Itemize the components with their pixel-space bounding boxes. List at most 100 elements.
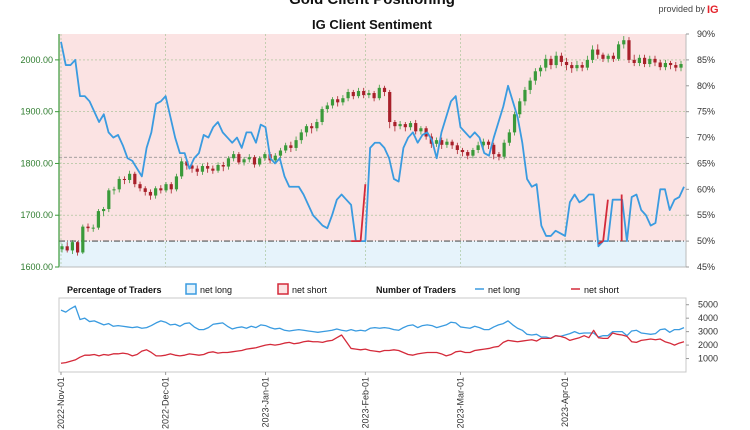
legend-pct-title: Percentage of Traders xyxy=(67,285,162,295)
main-axes: 1600.00 1700.00 1800.00 1900.00 2000.00 45% 50… xyxy=(20,29,715,272)
candle-body xyxy=(284,145,288,151)
candle-body xyxy=(414,123,418,132)
candle-body xyxy=(91,227,95,229)
candle-body xyxy=(549,58,553,66)
candle-body xyxy=(304,126,309,133)
candle-body xyxy=(398,124,402,127)
candle-body xyxy=(658,62,662,68)
candle-body xyxy=(336,99,340,103)
candle-body xyxy=(70,242,75,251)
right-tick-label: 50% xyxy=(697,236,715,246)
main-grid xyxy=(59,34,686,268)
candle-body xyxy=(450,141,454,146)
candle-body xyxy=(211,168,215,171)
chart-title: Gold Client Positioning xyxy=(289,0,455,8)
left-tick-label: 2000.00 xyxy=(20,55,53,65)
candle-body xyxy=(419,128,423,132)
candle-body xyxy=(320,109,324,123)
candle-body xyxy=(273,155,277,161)
candle-body xyxy=(138,184,142,189)
candle-body xyxy=(65,246,69,251)
candle-body xyxy=(190,165,194,169)
candle-body xyxy=(325,105,329,110)
right-tick-label: 70% xyxy=(697,133,715,143)
legend-pct-long-label: net long xyxy=(200,285,232,295)
traders-tick-label: 2000 xyxy=(698,340,718,350)
candle-body xyxy=(466,152,470,156)
candle-body xyxy=(559,55,563,62)
candle-body xyxy=(460,149,465,153)
candle-body xyxy=(476,145,480,150)
candle-body xyxy=(440,140,444,145)
right-tick-label: 55% xyxy=(697,210,715,220)
candle-body xyxy=(362,90,366,96)
x-tick-label: 2023-Jan-01 xyxy=(260,377,270,428)
legend-pct-short-swatch xyxy=(277,283,289,295)
candle-body xyxy=(616,44,621,59)
candle-body xyxy=(128,173,132,181)
candle-body xyxy=(76,242,80,253)
right-tick-label: 80% xyxy=(697,81,715,91)
candle-body xyxy=(601,54,605,59)
candle-body xyxy=(174,176,179,190)
candle-body xyxy=(81,226,85,253)
candle-body xyxy=(200,166,205,172)
candle-body xyxy=(518,101,522,115)
candle-body xyxy=(221,164,225,167)
candle-body xyxy=(642,57,647,65)
candle-body xyxy=(367,93,371,96)
candle-body xyxy=(372,93,376,99)
candle-body xyxy=(674,65,678,68)
candle-body xyxy=(538,67,543,72)
legend: Percentage of Traders net long net short… xyxy=(67,283,620,295)
candle-body xyxy=(242,159,246,163)
candle-body xyxy=(403,124,407,128)
candle-body xyxy=(86,226,90,229)
traders-net-long-series xyxy=(60,305,685,340)
candle-body xyxy=(570,65,574,69)
candle-body xyxy=(143,188,147,192)
candle-body xyxy=(185,161,189,166)
left-tick-label: 1600.00 xyxy=(20,262,53,272)
candle-body xyxy=(247,157,251,160)
candle-body xyxy=(590,49,595,60)
traders-tick-label: 5000 xyxy=(698,300,718,310)
candle-body xyxy=(622,40,626,45)
candle-body xyxy=(315,122,319,129)
candle-body xyxy=(668,62,673,66)
candle-body xyxy=(585,59,589,68)
net-short-pct-segment xyxy=(359,184,367,242)
x-tick-label: 2023-Feb-01 xyxy=(360,377,370,429)
candle-body xyxy=(393,122,397,127)
candle-body xyxy=(107,190,111,210)
candle-body xyxy=(341,98,345,103)
candle-body xyxy=(310,126,314,129)
candle-body xyxy=(564,61,569,66)
net-short-pct-segment xyxy=(597,240,604,245)
traders-panel xyxy=(58,297,687,373)
candle-body xyxy=(627,40,631,60)
x-tick-label: 2022-Nov-01 xyxy=(56,377,66,429)
candle-body xyxy=(96,211,101,228)
legend-num-short-label: net short xyxy=(584,285,620,295)
candle-body xyxy=(330,99,335,106)
candle-body xyxy=(195,168,199,172)
candle-body xyxy=(169,184,173,190)
candle-body xyxy=(180,161,184,177)
candle-body xyxy=(434,140,439,144)
candle-body xyxy=(159,188,163,191)
candle-body xyxy=(117,178,121,190)
net-short-zone xyxy=(59,34,686,242)
candle-body xyxy=(237,154,241,163)
candle-body xyxy=(112,189,116,191)
candle-body xyxy=(653,58,657,63)
candle-body xyxy=(122,178,127,181)
chart-subtitle: IG Client Sentiment xyxy=(312,17,433,32)
traders-axes: 1000 2000 3000 4000 5000 2022-Nov-01 2022-Dec-… xyxy=(56,300,718,429)
net-long-pct-line xyxy=(60,41,685,248)
candle-body xyxy=(346,91,350,99)
candle-body xyxy=(492,144,496,155)
traders-net-short-series xyxy=(60,329,685,364)
candle-body xyxy=(148,191,153,196)
candle-body xyxy=(679,64,683,68)
